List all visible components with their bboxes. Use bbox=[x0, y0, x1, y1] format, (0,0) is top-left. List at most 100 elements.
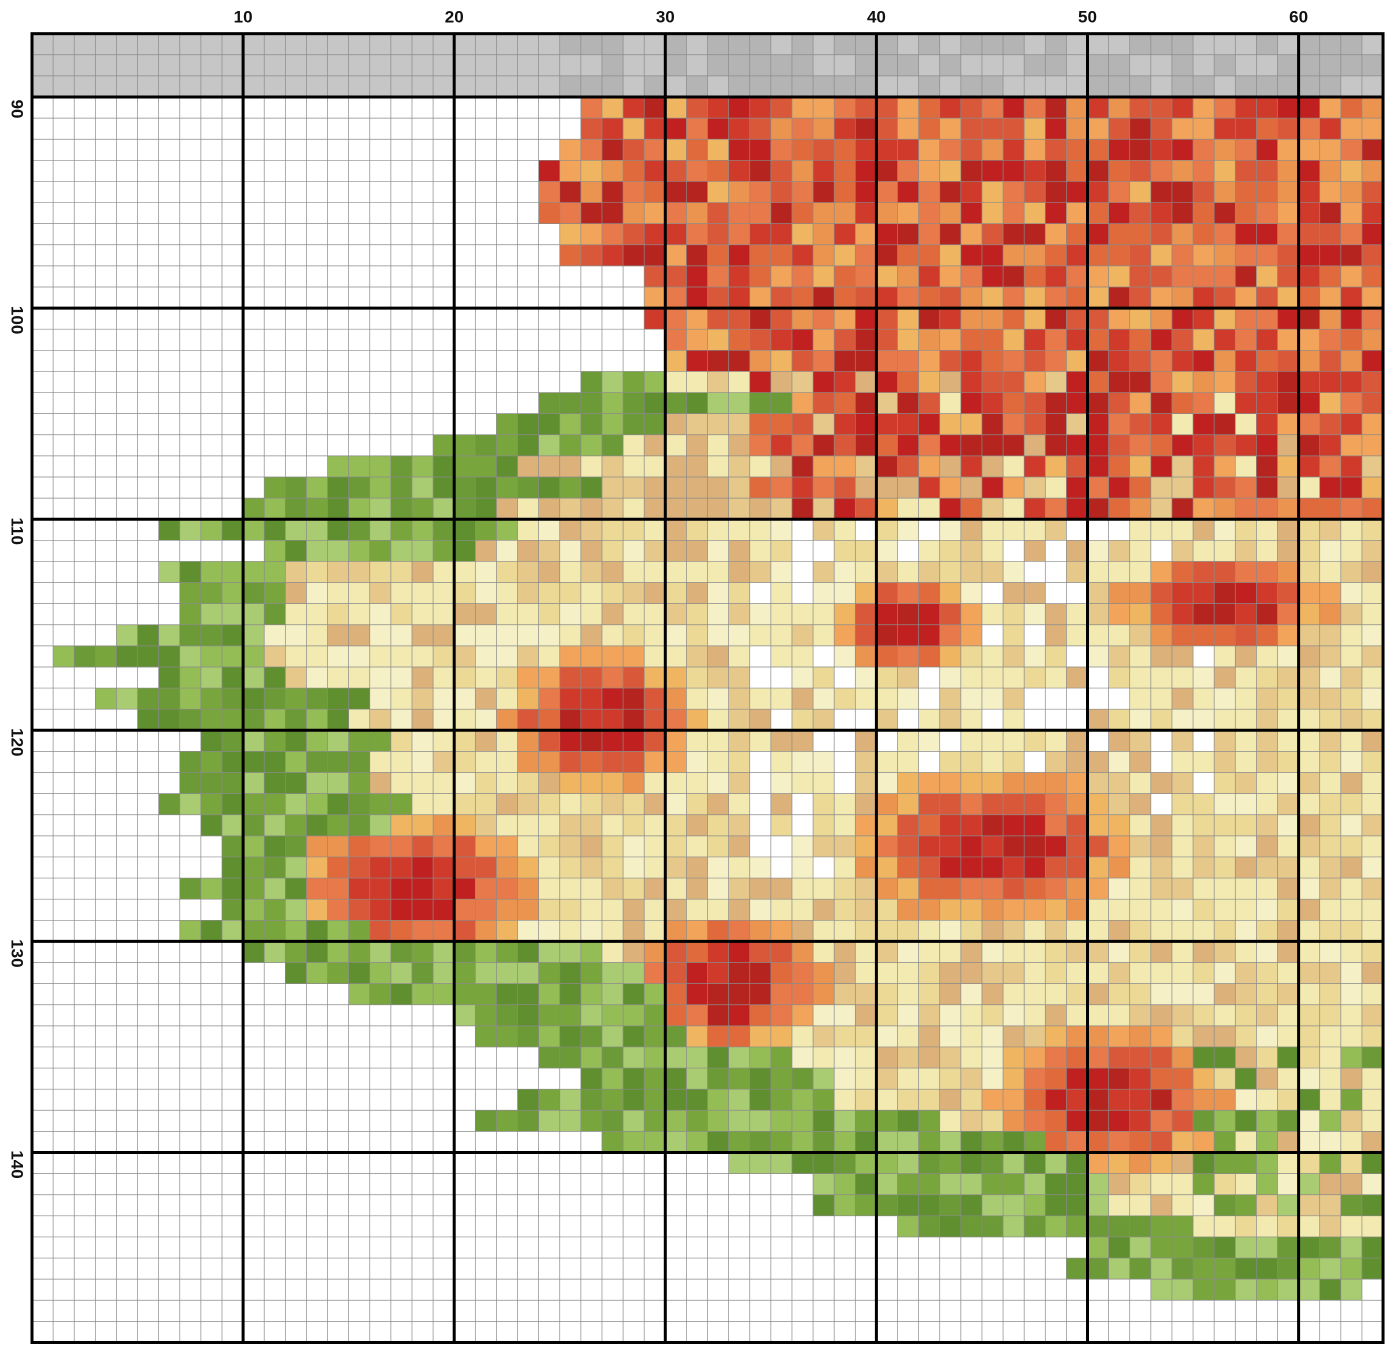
stitch-cell bbox=[1108, 666, 1130, 689]
stitch-cell bbox=[433, 688, 455, 710]
stitch-cell bbox=[791, 413, 814, 435]
stitch-cell bbox=[433, 561, 455, 583]
stitch-cell bbox=[1235, 1279, 1257, 1301]
stitch-cell bbox=[1319, 202, 1342, 224]
stitch-cell bbox=[1298, 1173, 1320, 1195]
stitch-cell bbox=[918, 1004, 940, 1027]
stitch-cell bbox=[1235, 603, 1257, 625]
stitch-cell bbox=[770, 856, 793, 879]
stitch-cell bbox=[1361, 286, 1384, 309]
stitch-cell bbox=[918, 962, 940, 984]
stitch-cell bbox=[327, 498, 349, 520]
stitch-cell bbox=[1298, 899, 1320, 921]
stitch-cell bbox=[1108, 160, 1130, 182]
stitch-cell bbox=[327, 899, 349, 921]
stitch-cell bbox=[1193, 1194, 1215, 1217]
stitch-cell bbox=[1171, 1004, 1194, 1027]
stitch-cell bbox=[538, 856, 560, 879]
stitch-cell bbox=[390, 498, 413, 520]
stitch-cell bbox=[1066, 455, 1088, 478]
stitch-cell bbox=[686, 455, 708, 478]
stitch-cell bbox=[876, 286, 898, 309]
stitch-cell bbox=[1214, 181, 1236, 203]
stitch-cell bbox=[623, 962, 645, 984]
stitch-cell bbox=[517, 751, 539, 773]
stitch-cell bbox=[855, 1068, 877, 1090]
stitch-cell bbox=[1319, 181, 1342, 203]
stitch-cell bbox=[876, 1152, 898, 1174]
stitch-cell bbox=[1256, 97, 1278, 119]
stitch-cell bbox=[1045, 223, 1067, 245]
stitch-cell bbox=[285, 962, 307, 984]
stitch-cell bbox=[876, 413, 898, 435]
stitch-cell bbox=[1340, 561, 1363, 583]
stitch-cell bbox=[1193, 455, 1215, 478]
stitch-cell bbox=[1150, 878, 1173, 900]
stitch-cell bbox=[454, 476, 476, 499]
stitch-cell bbox=[1361, 1258, 1384, 1280]
stitch-cell bbox=[327, 540, 349, 562]
stitch-cell bbox=[1129, 603, 1152, 625]
stitch-cell bbox=[1171, 1279, 1194, 1301]
stitch-cell bbox=[918, 814, 940, 837]
stitch-cell bbox=[264, 772, 286, 794]
stitch-cell bbox=[623, 582, 645, 604]
stitch-cell bbox=[1193, 519, 1215, 541]
stitch-cell bbox=[601, 244, 624, 267]
header-cell bbox=[306, 33, 328, 55]
stitch-cell bbox=[1361, 202, 1384, 224]
stitch-cell bbox=[306, 814, 328, 837]
stitch-cell bbox=[1277, 308, 1299, 330]
stitch-cell bbox=[749, 181, 772, 203]
stitch-cell bbox=[813, 688, 835, 710]
stitch-cell bbox=[1298, 350, 1320, 372]
stitch-cell bbox=[1256, 1025, 1278, 1048]
stitch-cell bbox=[855, 118, 877, 140]
stitch-cell bbox=[390, 645, 413, 668]
stitch-cell bbox=[1235, 118, 1257, 140]
stitch-cell bbox=[1024, 793, 1046, 815]
stitch-cell bbox=[1193, 350, 1215, 372]
stitch-cell bbox=[1066, 139, 1088, 161]
stitch-cell bbox=[897, 139, 919, 161]
stitch-cell bbox=[243, 941, 265, 963]
stitch-cell bbox=[285, 814, 307, 837]
stitch-cell bbox=[644, 139, 666, 161]
stitch-cell bbox=[1340, 962, 1363, 984]
stitch-cell bbox=[1277, 666, 1299, 689]
stitch-cell bbox=[897, 920, 919, 942]
stitch-cell bbox=[876, 329, 898, 351]
stitch-cell bbox=[939, 160, 962, 182]
stitch-cell bbox=[876, 1194, 898, 1217]
stitch-cell bbox=[981, 160, 1004, 182]
stitch-cell bbox=[1193, 983, 1215, 1005]
header-cell bbox=[243, 54, 265, 76]
stitch-cell bbox=[454, 519, 476, 541]
stitch-cell bbox=[264, 941, 286, 963]
stitch-cell bbox=[264, 709, 286, 731]
stitch-cell bbox=[1129, 455, 1152, 478]
stitch-cell bbox=[1277, 413, 1299, 435]
stitch-cell bbox=[623, 1110, 645, 1132]
stitch-cell bbox=[665, 434, 687, 457]
stitch-cell bbox=[1066, 962, 1088, 984]
stitch-cell bbox=[327, 624, 349, 647]
stitch-cell bbox=[1150, 709, 1173, 731]
stitch-cell bbox=[644, 1131, 666, 1153]
stitch-cell bbox=[1171, 540, 1194, 562]
stitch-cell bbox=[1171, 392, 1194, 414]
stitch-cell bbox=[1066, 1004, 1088, 1027]
stitch-cell bbox=[1003, 645, 1025, 668]
stitch-cell bbox=[1108, 856, 1130, 879]
stitch-cell bbox=[475, 709, 497, 731]
stitch-cell bbox=[791, 455, 814, 478]
stitch-cell bbox=[496, 835, 518, 858]
stitch-cell bbox=[517, 983, 539, 1005]
stitch-cell bbox=[728, 751, 750, 773]
stitch-cell bbox=[855, 519, 877, 541]
stitch-cell bbox=[1340, 498, 1363, 520]
stitch-cell bbox=[1235, 772, 1257, 794]
stitch-cell bbox=[475, 603, 497, 625]
stitch-cell bbox=[876, 899, 898, 921]
stitch-cell bbox=[285, 772, 307, 794]
